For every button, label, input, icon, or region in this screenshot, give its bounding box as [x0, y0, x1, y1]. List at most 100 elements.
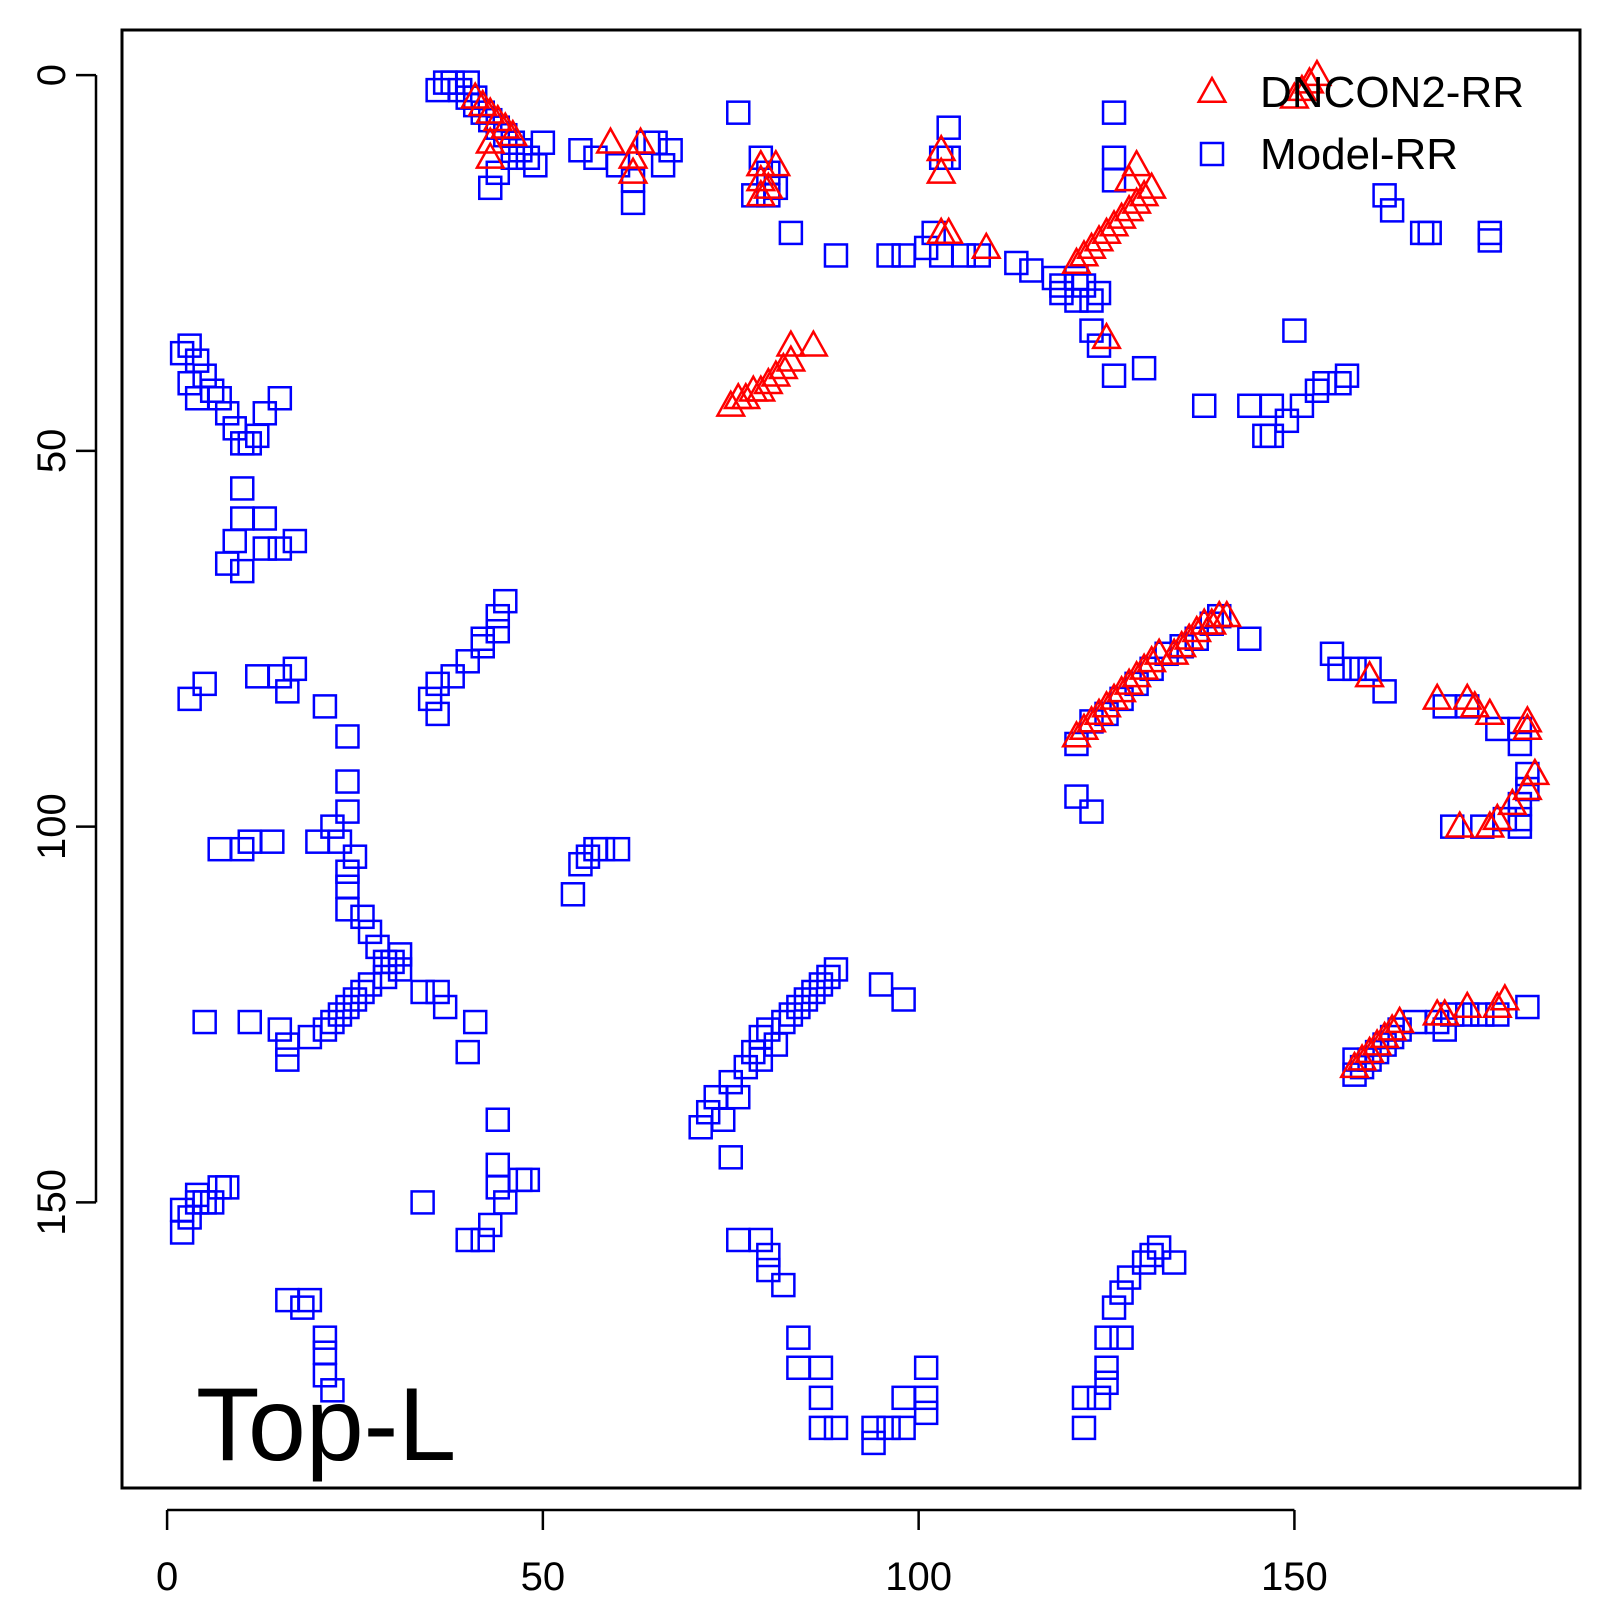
- square-point: [1086, 333, 1112, 358]
- square-point: [1417, 220, 1442, 246]
- square-point: [237, 431, 263, 456]
- triangle-point: [760, 148, 792, 177]
- triangle-point: [1196, 607, 1228, 635]
- triangle-point: [925, 156, 957, 184]
- square-point: [177, 1205, 202, 1230]
- square-point: [1319, 641, 1345, 667]
- square-point: [455, 649, 480, 674]
- square-point: [342, 987, 368, 1012]
- triangle-point: [1286, 73, 1318, 102]
- square-point: [1049, 273, 1074, 298]
- square-point: [177, 333, 202, 358]
- triangle-point: [1421, 682, 1453, 710]
- square-point: [1507, 731, 1533, 757]
- square-point: [320, 1378, 345, 1403]
- square-point: [1327, 656, 1352, 682]
- square-point: [282, 528, 308, 554]
- square-point: [169, 1220, 195, 1245]
- triangle-point: [1519, 757, 1551, 786]
- square-point: [650, 153, 676, 178]
- square-point: [1071, 1385, 1097, 1411]
- square-point: [530, 130, 556, 155]
- square-point: [282, 656, 308, 682]
- square-point: [966, 243, 992, 268]
- square-point: [252, 506, 278, 531]
- square-point: [1432, 1017, 1457, 1042]
- legend-square-icon: [1199, 141, 1225, 167]
- square-point: [312, 694, 338, 719]
- square-point: [478, 175, 503, 201]
- square-point: [493, 1190, 518, 1215]
- square-point: [455, 70, 480, 95]
- triangle-point: [1136, 644, 1168, 673]
- square-point: [1101, 100, 1127, 125]
- square-point: [417, 686, 443, 712]
- triangle-point: [1511, 772, 1543, 801]
- legend-triangle-icon: [1196, 75, 1228, 104]
- square-point: [290, 1295, 315, 1320]
- square-point: [688, 1115, 713, 1140]
- square-point: [816, 964, 841, 990]
- square-point: [718, 1145, 744, 1170]
- triangle-point: [1181, 614, 1213, 643]
- square-point: [861, 1415, 886, 1441]
- square-point: [1161, 1250, 1187, 1275]
- triangle-point: [474, 96, 506, 124]
- triangle-point: [1113, 667, 1145, 695]
- square-point: [493, 588, 518, 614]
- triangle-point: [745, 163, 777, 192]
- square-point: [560, 882, 586, 907]
- triangle-point: [1301, 58, 1333, 87]
- triangle-point: [1474, 697, 1506, 725]
- square-point: [763, 1032, 789, 1057]
- square-point: [876, 243, 901, 268]
- square-point: [327, 829, 353, 854]
- square-point: [387, 942, 413, 967]
- triangle-point: [1384, 1005, 1416, 1034]
- triangle-point: [797, 329, 829, 357]
- square-point: [425, 671, 450, 697]
- square-point: [335, 799, 360, 824]
- square-point: [1334, 363, 1360, 388]
- triangle-point: [1158, 637, 1190, 665]
- triangle-point: [1106, 201, 1137, 229]
- square-point: [1109, 1280, 1134, 1305]
- square-point: [440, 70, 465, 95]
- square-point: [470, 1227, 495, 1253]
- square-point: [478, 1212, 503, 1238]
- square-point: [1282, 318, 1307, 343]
- triangle-point: [1278, 81, 1310, 109]
- square-point: [1289, 393, 1315, 419]
- square-point: [327, 1002, 353, 1027]
- triangle-point: [1496, 787, 1528, 816]
- square-point: [793, 987, 819, 1012]
- square-point: [1079, 799, 1104, 824]
- square-point: [410, 1190, 435, 1215]
- square-point: [1131, 355, 1157, 381]
- square-point: [350, 904, 375, 930]
- square-point: [778, 1002, 804, 1027]
- triangle-point: [1173, 622, 1205, 650]
- square-point: [590, 836, 616, 862]
- triangle-point: [1076, 231, 1107, 259]
- square-point: [808, 1415, 834, 1441]
- square-point: [1071, 1415, 1097, 1441]
- triangle-point: [1511, 704, 1543, 733]
- square-point: [357, 919, 383, 945]
- square-point: [1101, 1295, 1127, 1320]
- triangle-point: [1459, 689, 1491, 718]
- square-point: [861, 1430, 886, 1456]
- square-point: [335, 897, 360, 922]
- square-point: [252, 401, 278, 426]
- square-point: [786, 1325, 811, 1350]
- square-point: [568, 851, 593, 877]
- triangle-point: [745, 178, 777, 207]
- triangle-point: [752, 171, 784, 199]
- triangle-point: [1354, 659, 1385, 688]
- triangle-point: [745, 148, 777, 177]
- square-point: [500, 145, 526, 171]
- square-point: [515, 145, 541, 171]
- square-point: [1237, 626, 1262, 652]
- square-point: [214, 1175, 240, 1200]
- y-tick-label: 150: [30, 1169, 74, 1236]
